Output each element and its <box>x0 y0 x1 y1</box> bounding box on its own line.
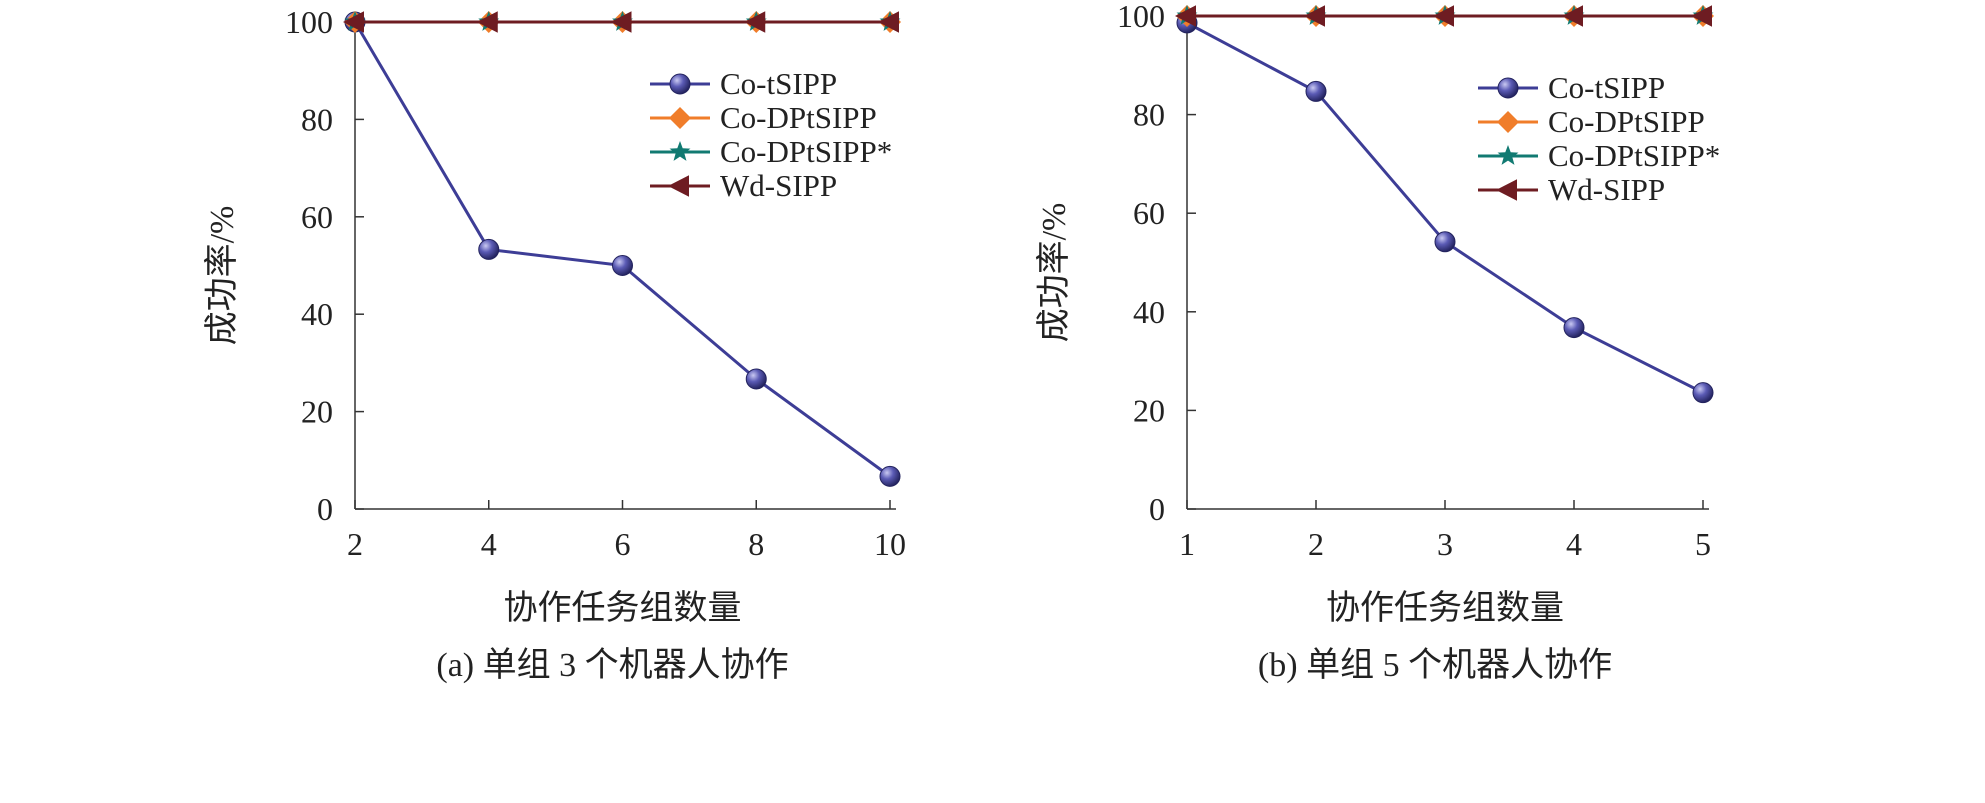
chart-a-data-point <box>343 11 364 33</box>
chart-a-legend-item: Co-tSIPP <box>650 66 837 101</box>
chart-b-caption: (b) 单组 5 个机器人协作 <box>1258 646 1612 684</box>
chart-b-data-point <box>1692 382 1714 404</box>
chart-a-series-4 <box>343 11 899 33</box>
chart-a-y-tick-label: 80 <box>301 101 333 137</box>
chart-b-legend-item: Co-DPtSIPP <box>1478 104 1705 139</box>
chart-b-data-point <box>1175 5 1196 27</box>
chart-a-y-tick-label: 20 <box>301 394 333 430</box>
chart-a-legend-item: Wd-SIPP <box>650 168 837 203</box>
chart-a-x-tick-label: 4 <box>481 526 497 562</box>
chart-a-x-axis-title: 协作任务组数量 <box>504 589 742 627</box>
chart-b-legend-marker <box>1497 145 1519 165</box>
chart-a-legend-marker <box>669 141 691 161</box>
chart-a-y-tick-label: 60 <box>301 199 333 235</box>
chart-a-legend-item: Co-DPtSIPP <box>650 100 877 135</box>
chart-a-legend-label: Co-DPtSIPP <box>720 100 877 135</box>
chart-b-y-tick-label: 0 <box>1149 491 1165 527</box>
chart-b-data-point <box>1691 5 1712 27</box>
chart-b-x-tick-label: 1 <box>1179 526 1195 562</box>
chart-a-legend-label: Co-DPtSIPP* <box>720 134 892 169</box>
chart-b-y-tick-label: 60 <box>1133 195 1165 231</box>
chart-b-legend-marker <box>1497 77 1519 99</box>
chart-a-y-tick-label: 40 <box>301 296 333 332</box>
chart-a-series-1 <box>344 11 901 487</box>
chart-b-data-point <box>1563 317 1585 339</box>
chart-b-legend-marker <box>1496 179 1517 201</box>
chart-a-legend-label: Co-tSIPP <box>720 66 837 101</box>
chart-a-legend-marker <box>668 175 689 197</box>
chart-a-data-point <box>612 255 633 276</box>
chart-b-y-tick-label: 80 <box>1133 97 1165 133</box>
chart-b-series-1 <box>1176 12 1714 404</box>
chart-b-y-tick-label: 40 <box>1133 294 1165 330</box>
chart-b-y-tick-label: 20 <box>1133 392 1165 428</box>
chart-a-data-point <box>878 11 899 33</box>
chart-a-x-tick-label: 10 <box>874 526 906 562</box>
chart-b-legend-item: Wd-SIPP <box>1478 172 1665 207</box>
chart-b-x-tick-label: 5 <box>1695 526 1711 562</box>
chart-a-x-tick-label: 2 <box>347 526 363 562</box>
chart-b-x-tick-label: 4 <box>1566 526 1582 562</box>
chart-a-data-point <box>745 368 767 390</box>
chart-a-data-point <box>478 238 500 260</box>
chart-b: 0 20 40 60 80 100 1 2 3 4 5 协作任务组数量 成功率/% (b) 单组 5 个机… <box>1035 0 1720 684</box>
chart-b-y-axis-title: 成功率/% <box>1035 203 1073 343</box>
chart-b-legend-label: Wd-SIPP <box>1548 172 1665 207</box>
chart-b-data-point <box>1433 5 1454 27</box>
chart-b-legend-marker <box>1497 111 1519 133</box>
chart-a-caption: (a) 单组 3 个机器人协作 <box>436 646 788 684</box>
chart-a-y-axis-title: 成功率/% <box>203 206 241 346</box>
chart-b-legend-item: Co-tSIPP <box>1478 70 1665 105</box>
chart-a-x-tick-label: 6 <box>615 526 631 562</box>
chart-b-legend-label: Co-tSIPP <box>1548 70 1665 105</box>
chart-a-legend-marker <box>669 73 691 95</box>
chart-b-y-tick-label: 100 <box>1117 0 1165 34</box>
chart-a-legend-item: Co-DPtSIPP* <box>650 134 892 169</box>
chart-b-x-axis-title: 协作任务组数量 <box>1326 589 1564 627</box>
chart-b-legend-label: Co-DPtSIPP <box>1548 104 1705 139</box>
chart-a-y-tick-label: 100 <box>285 4 333 40</box>
chart-a-data-point <box>476 11 498 33</box>
chart-b-legend-item: Co-DPtSIPP* <box>1478 138 1720 173</box>
chart-b-series-4 <box>1175 5 1712 27</box>
chart-a-legend-label: Wd-SIPP <box>720 168 837 203</box>
chart-a-data-point <box>879 465 901 487</box>
chart-b-legend-label: Co-DPtSIPP* <box>1548 138 1720 173</box>
chart-a-data-point <box>744 11 766 33</box>
chart-b-data-point <box>1434 231 1456 253</box>
chart-b-data-point <box>1562 5 1583 27</box>
chart-a-data-point <box>610 11 632 33</box>
chart-b-x-tick-label: 2 <box>1308 526 1324 562</box>
chart-a-legend-marker <box>669 107 691 129</box>
chart-a: 0 20 40 60 80 100 2 4 6 8 10 协作任务组数量 成功率/% (a) 单组 3 个… <box>203 4 906 684</box>
chart-a-y-tick-label: 0 <box>317 491 333 527</box>
chart-b-data-point <box>1304 5 1325 27</box>
chart-b-x-tick-label: 3 <box>1437 526 1453 562</box>
chart-a-x-tick-label: 8 <box>748 526 764 562</box>
chart-b-data-point <box>1305 80 1327 102</box>
